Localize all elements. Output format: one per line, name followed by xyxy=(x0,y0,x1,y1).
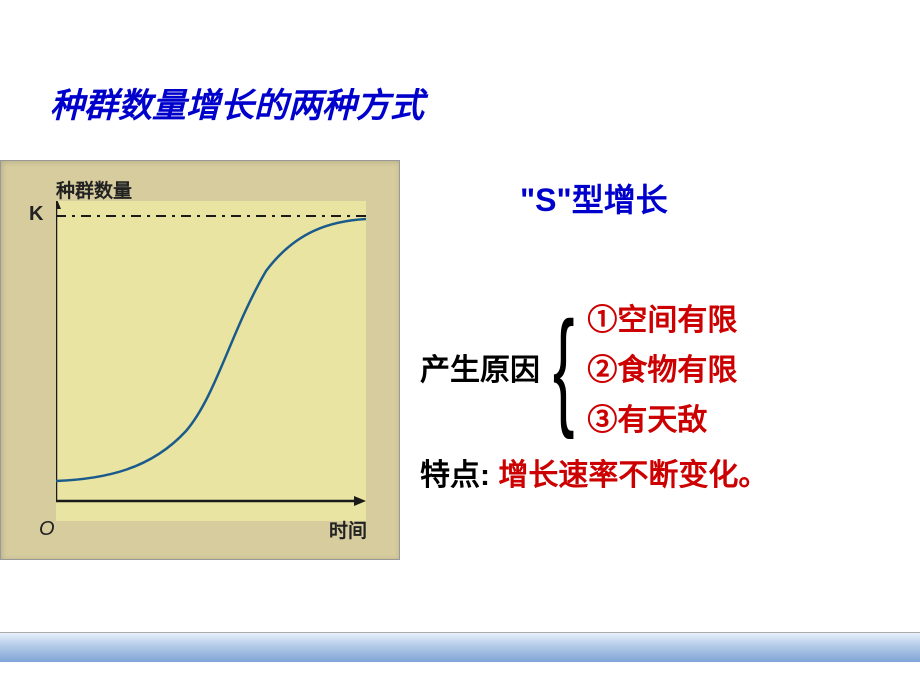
reason-block: 产生原因 { ①空间有限 ②食物有限 ③有天敌 xyxy=(420,295,737,439)
origin-label: O xyxy=(39,518,55,541)
left-brace-icon: { xyxy=(553,302,575,432)
reason-item-2: ②食物有限 xyxy=(587,345,737,389)
growth-type-title: "S"型增长 xyxy=(520,175,668,221)
y-axis-arrow xyxy=(56,201,61,209)
s-curve-chart: 种群数量 K O 时间 xyxy=(0,160,400,560)
reason-item-3: ③有天敌 xyxy=(587,395,737,439)
reason-list: ①空间有限 ②食物有限 ③有天敌 xyxy=(587,295,737,439)
chart-svg xyxy=(56,201,366,521)
bottom-gradient-bar xyxy=(0,632,920,662)
feature-label: 特点: xyxy=(420,459,490,492)
y-axis-label: 种群数量 xyxy=(56,176,132,203)
x-axis-label: 时间 xyxy=(329,516,367,543)
chart-plot-area xyxy=(56,201,366,521)
chart-frame: 种群数量 K O 时间 xyxy=(0,160,400,560)
s-curve xyxy=(56,219,366,481)
x-axis-arrow xyxy=(354,496,366,506)
page-title: 种群数量增长的两种方式 xyxy=(50,78,424,127)
feature-text: 增长速率不断变化。 xyxy=(498,459,768,492)
k-label: K xyxy=(29,203,43,226)
reason-label: 产生原因 xyxy=(420,345,540,389)
feature-block: 特点: 增长速率不断变化。 xyxy=(420,450,768,494)
reason-item-1: ①空间有限 xyxy=(587,295,737,339)
